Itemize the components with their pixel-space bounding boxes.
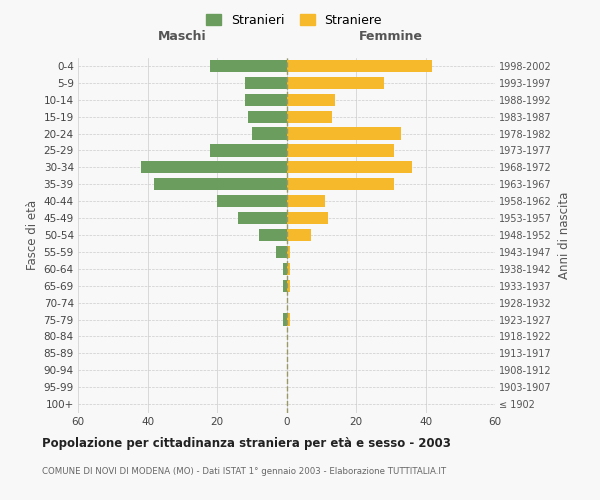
Bar bbox=[283, 314, 287, 326]
Bar bbox=[276, 246, 287, 258]
Y-axis label: Anni di nascita: Anni di nascita bbox=[557, 192, 571, 278]
Bar bbox=[245, 77, 287, 89]
Bar bbox=[287, 212, 328, 224]
Bar bbox=[252, 128, 287, 140]
Bar bbox=[210, 144, 287, 156]
Bar bbox=[287, 314, 290, 326]
Bar bbox=[259, 229, 287, 241]
Bar bbox=[287, 280, 290, 292]
Text: Popolazione per cittadinanza straniera per età e sesso - 2003: Popolazione per cittadinanza straniera p… bbox=[42, 438, 451, 450]
Bar bbox=[287, 128, 401, 140]
Bar bbox=[140, 162, 287, 173]
Bar bbox=[287, 77, 384, 89]
Bar bbox=[287, 262, 290, 275]
Bar bbox=[283, 280, 287, 292]
Bar bbox=[210, 60, 287, 72]
Bar bbox=[287, 110, 332, 123]
Bar bbox=[154, 178, 287, 190]
Bar bbox=[287, 229, 311, 241]
Y-axis label: Fasce di età: Fasce di età bbox=[26, 200, 40, 270]
Text: Maschi: Maschi bbox=[158, 30, 206, 43]
Bar bbox=[287, 94, 335, 106]
Text: COMUNE DI NOVI DI MODENA (MO) - Dati ISTAT 1° gennaio 2003 - Elaborazione TUTTIT: COMUNE DI NOVI DI MODENA (MO) - Dati IST… bbox=[42, 468, 446, 476]
Text: Femmine: Femmine bbox=[359, 30, 423, 43]
Bar bbox=[238, 212, 287, 224]
Bar bbox=[283, 262, 287, 275]
Bar bbox=[287, 178, 394, 190]
Bar bbox=[245, 94, 287, 106]
Bar bbox=[287, 60, 433, 72]
Bar bbox=[287, 195, 325, 207]
Bar bbox=[248, 110, 287, 123]
Bar bbox=[287, 144, 394, 156]
Bar bbox=[287, 162, 412, 173]
Bar bbox=[287, 246, 290, 258]
Bar bbox=[217, 195, 287, 207]
Legend: Stranieri, Straniere: Stranieri, Straniere bbox=[201, 8, 387, 32]
